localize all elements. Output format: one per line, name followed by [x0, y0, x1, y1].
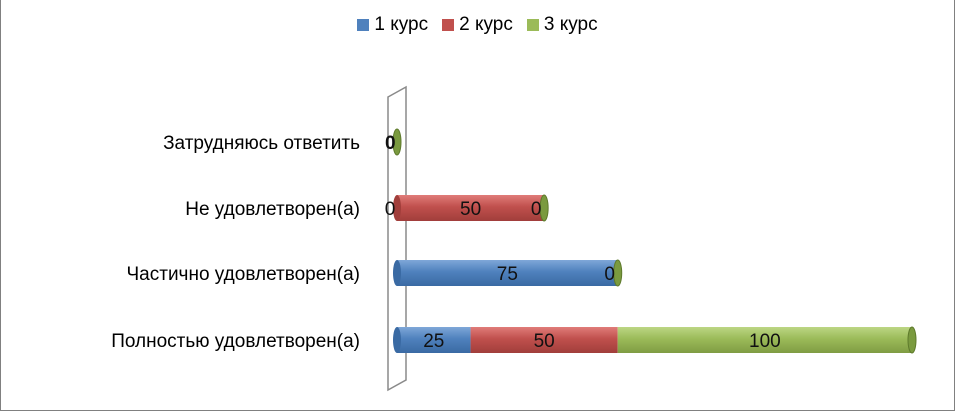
bar-segment	[397, 260, 618, 286]
data-label: 25	[423, 331, 444, 352]
legend-swatch-series-1	[357, 19, 370, 31]
legend-swatch-series-3	[526, 19, 539, 31]
data-label: 0	[385, 199, 396, 220]
data-label: 75	[497, 264, 518, 285]
bar-segment	[397, 327, 471, 353]
data-label: 0	[604, 264, 615, 285]
data-label: 0	[531, 199, 542, 220]
data-label: 50	[534, 331, 555, 352]
legend-item-series-1: 1 курс	[357, 14, 428, 36]
category-label: Полностью удовлетворен(а)	[111, 331, 360, 352]
bar-start-cap	[393, 195, 401, 221]
axis-wall	[387, 85, 407, 392]
data-label: 100	[749, 331, 781, 352]
bar-end-cap	[613, 259, 623, 287]
legend: 1 курс 2 курс 3 курс	[0, 14, 955, 36]
bar-segment	[617, 327, 912, 353]
category-label: Затрудняюсь ответить	[163, 133, 360, 154]
bar-start-cap	[393, 260, 401, 286]
bar-segment	[470, 327, 618, 353]
legend-label-series-1: 1 курс	[374, 14, 429, 35]
legend-label-series-3: 3 курс	[543, 14, 598, 35]
legend-label-series-2: 2 курс	[459, 14, 513, 35]
bar-end-cap	[907, 326, 917, 354]
bar-segment	[397, 195, 545, 221]
bar-start-cap	[393, 327, 401, 353]
legend-swatch-series-2	[442, 19, 455, 31]
bar-end-cap	[539, 194, 549, 222]
data-label: 50	[460, 199, 481, 220]
legend-item-series-3: 3 курс	[526, 14, 598, 36]
category-label: Не удовлетворен(а)	[185, 199, 360, 220]
bar-end-cap	[392, 128, 402, 156]
data-label: 0	[385, 133, 396, 154]
legend-item-series-2: 2 курс	[442, 14, 513, 36]
category-label: Частично удовлетворен(а)	[127, 264, 360, 285]
